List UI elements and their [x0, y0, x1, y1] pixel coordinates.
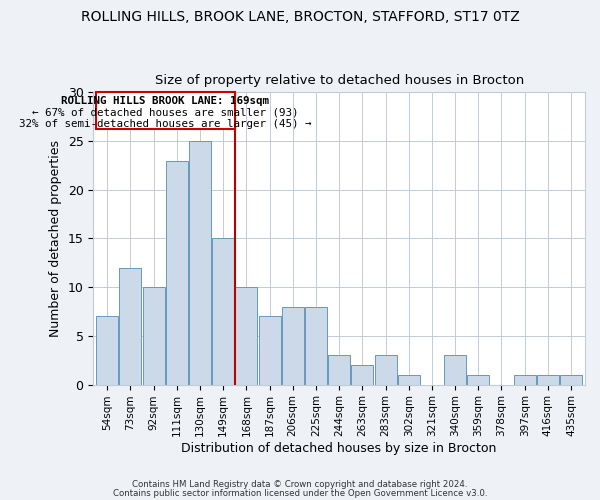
Bar: [352, 365, 373, 384]
Bar: [328, 356, 350, 384]
Bar: [467, 375, 490, 384]
Title: Size of property relative to detached houses in Brocton: Size of property relative to detached ho…: [155, 74, 524, 87]
Bar: [537, 375, 559, 384]
Bar: [259, 316, 281, 384]
Bar: [514, 375, 536, 384]
Text: 32% of semi-detached houses are larger (45) →: 32% of semi-detached houses are larger (…: [19, 118, 311, 128]
Bar: [305, 306, 327, 384]
Bar: [96, 316, 118, 384]
Bar: [212, 238, 234, 384]
Bar: [560, 375, 582, 384]
Text: Contains HM Land Registry data © Crown copyright and database right 2024.: Contains HM Land Registry data © Crown c…: [132, 480, 468, 489]
Bar: [374, 356, 397, 384]
Bar: [119, 268, 142, 384]
Bar: [282, 306, 304, 384]
Bar: [398, 375, 420, 384]
FancyBboxPatch shape: [95, 92, 235, 130]
X-axis label: Distribution of detached houses by size in Brocton: Distribution of detached houses by size …: [181, 442, 497, 455]
Bar: [444, 356, 466, 384]
Bar: [166, 160, 188, 384]
Bar: [143, 287, 164, 384]
Bar: [189, 141, 211, 384]
Bar: [235, 287, 257, 384]
Text: ← 67% of detached houses are smaller (93): ← 67% of detached houses are smaller (93…: [32, 108, 298, 118]
Text: ROLLING HILLS, BROOK LANE, BROCTON, STAFFORD, ST17 0TZ: ROLLING HILLS, BROOK LANE, BROCTON, STAF…: [80, 10, 520, 24]
Text: ROLLING HILLS BROOK LANE: 169sqm: ROLLING HILLS BROOK LANE: 169sqm: [61, 96, 269, 106]
Y-axis label: Number of detached properties: Number of detached properties: [49, 140, 62, 337]
Text: Contains public sector information licensed under the Open Government Licence v3: Contains public sector information licen…: [113, 489, 487, 498]
